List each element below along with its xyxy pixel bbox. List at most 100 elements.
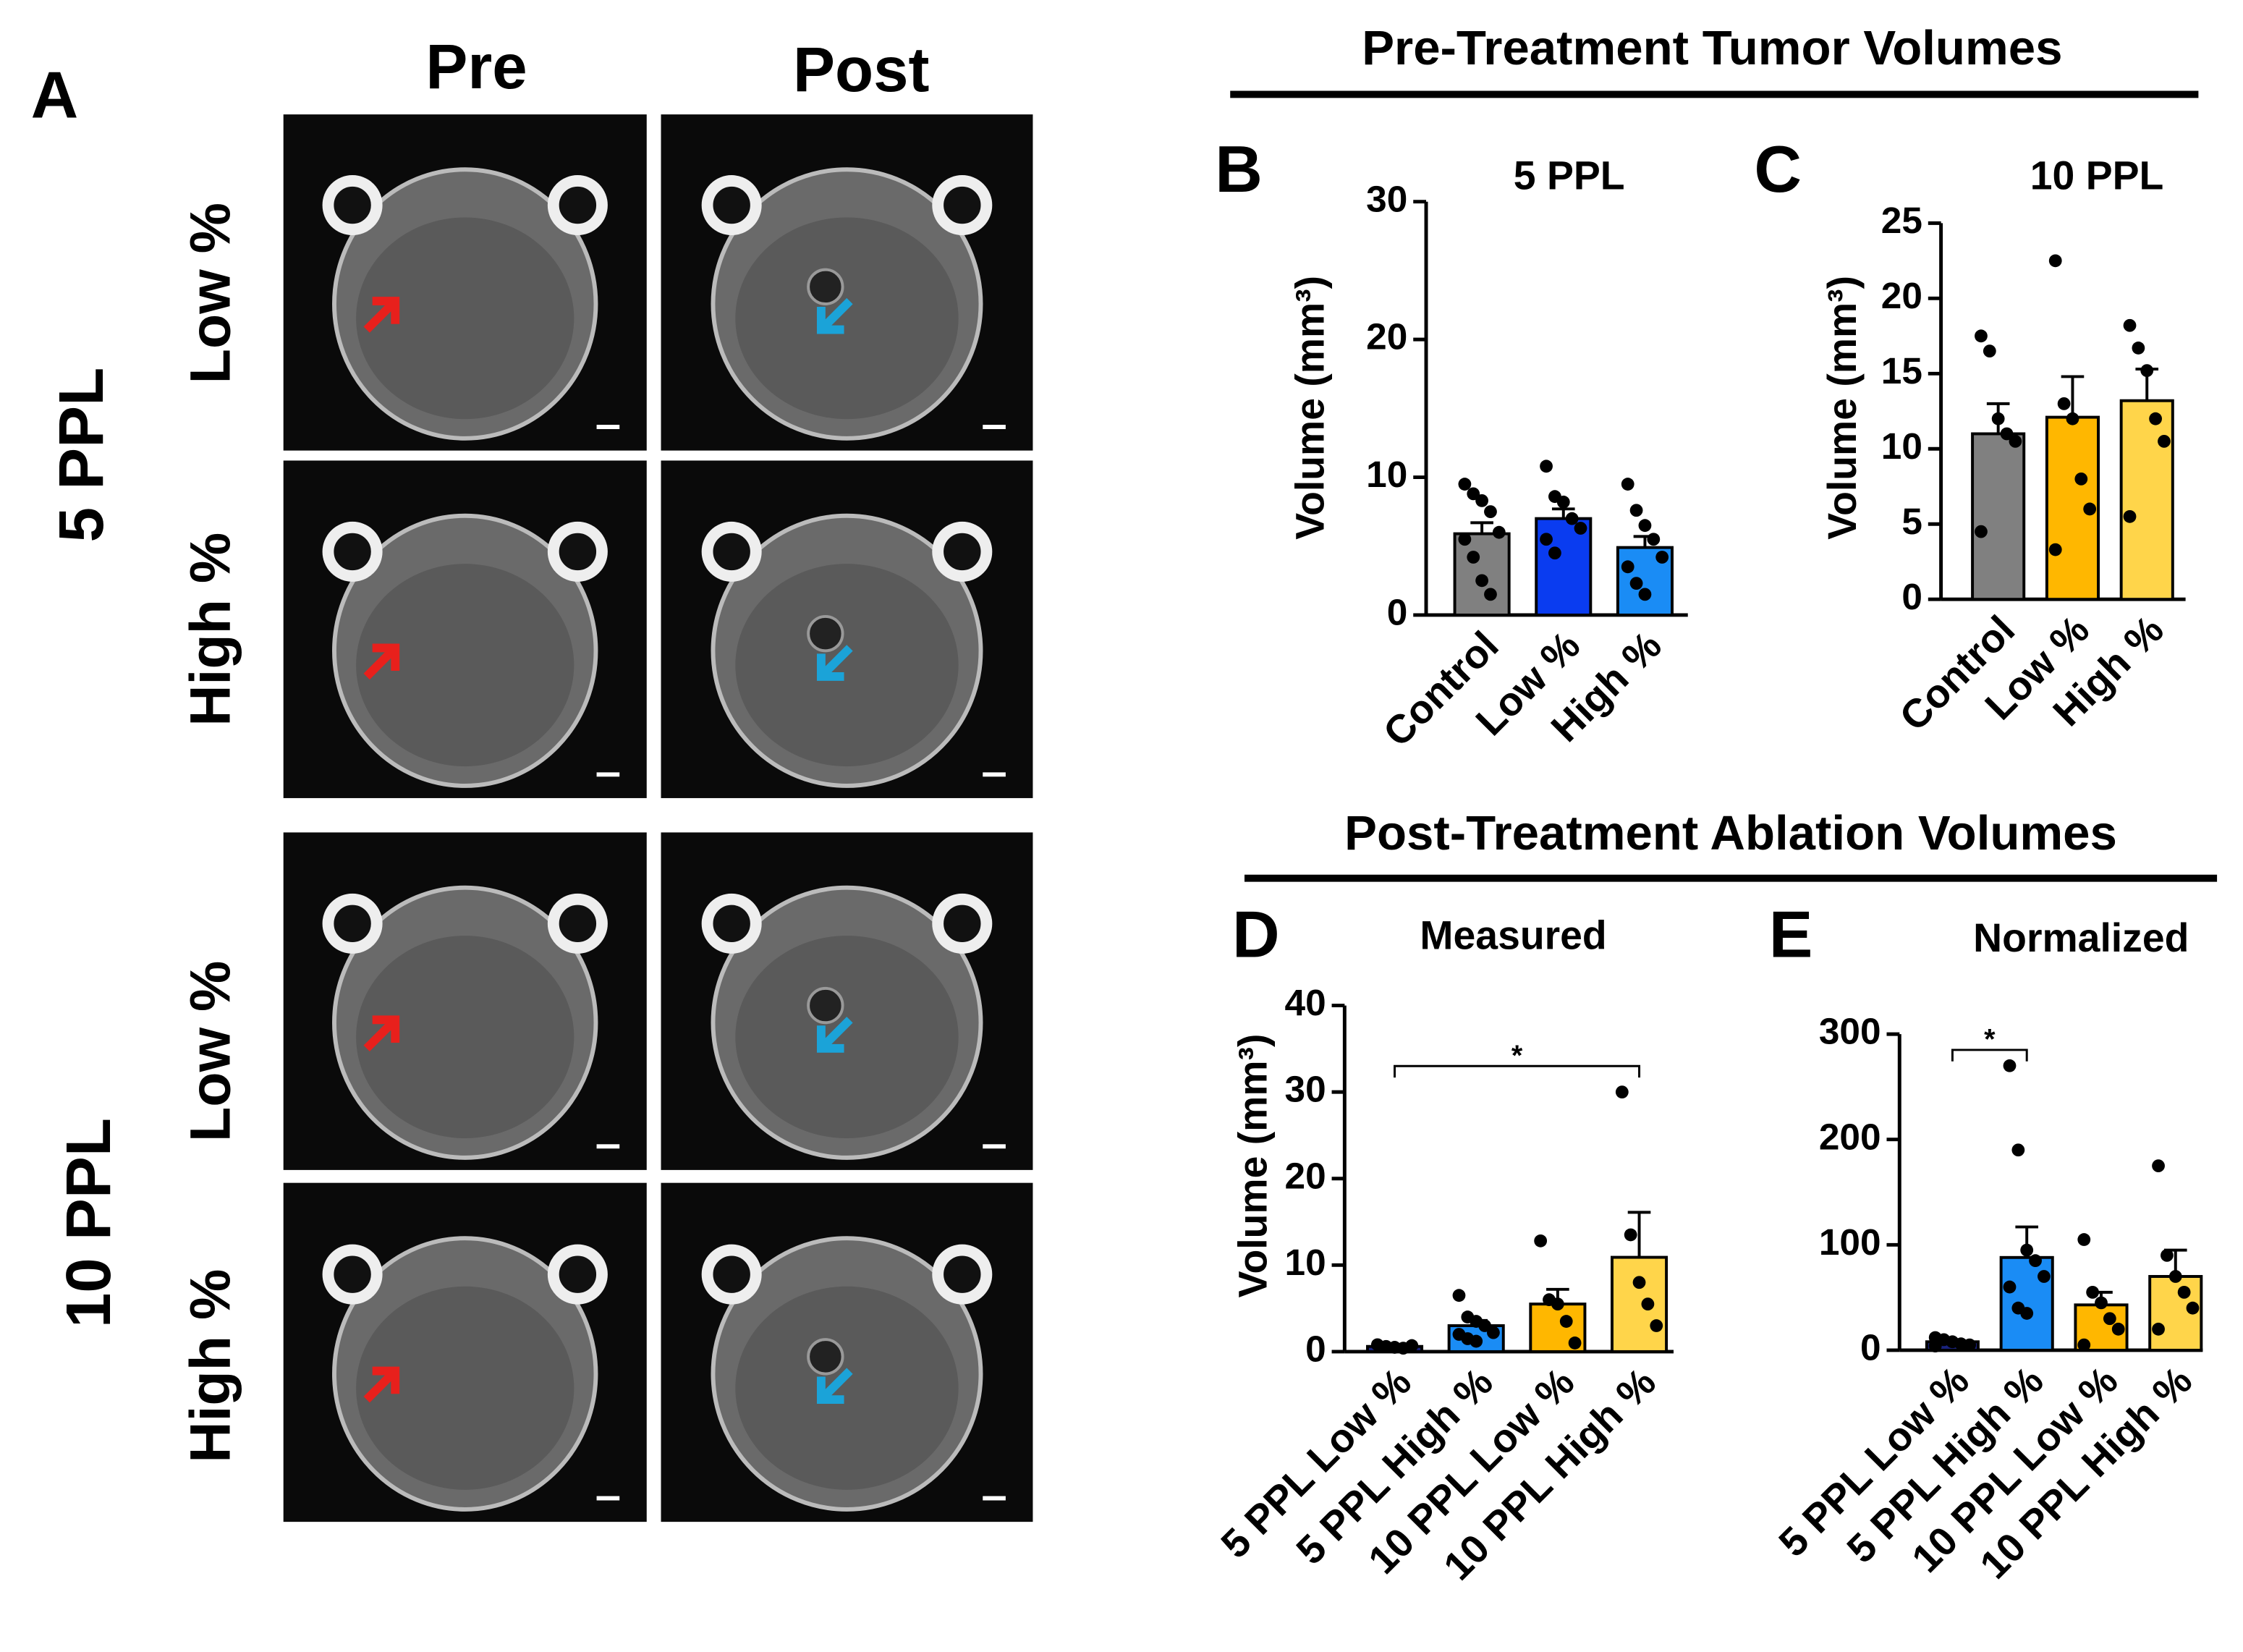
eye [547,521,608,582]
data-point [2186,1301,2200,1315]
eye [547,893,608,954]
data-point [1475,494,1489,507]
data-point [2132,342,2145,355]
data-point [1621,478,1634,491]
mri-image [661,460,1033,798]
data-point [2048,254,2062,268]
bar [2119,399,2174,601]
data-point [2020,1243,2034,1257]
chart-title: 10 PPL [2030,153,2164,198]
eye [701,893,762,954]
scale-bar [983,425,1006,429]
lesion [807,614,844,653]
brain-inner [356,217,574,420]
data-point [1568,1337,1582,1350]
brain-inner [356,936,574,1138]
data-point [1559,1315,1573,1328]
data-point [1475,574,1489,588]
data-point [1963,1338,1977,1352]
y-tick-label: 25 [1881,199,1922,241]
error-bar [1470,521,1493,534]
lesion [807,986,844,1025]
data-point [1470,1334,1483,1348]
data-point [1928,1339,1942,1353]
data-point [1975,329,1988,343]
data-point [2000,427,2014,441]
data-point [2111,1322,2125,1336]
data-point [1484,588,1497,601]
arrow [816,297,853,334]
column-label: Post [793,35,929,105]
column-label: Pre [425,32,527,102]
data-point [2020,1307,2034,1320]
y-tick-label: 0 [1305,1327,1326,1369]
data-point [2177,1285,2191,1299]
data-point [2168,1270,2182,1283]
data-point [2048,543,2062,556]
y-tick-label: 100 [1819,1221,1881,1263]
y-tick-label: 300 [1819,1010,1881,1052]
significance-bracket [1951,1049,2028,1062]
brain-inner [356,564,574,767]
data-point [2029,1254,2042,1268]
eye [932,521,993,582]
data-point [2152,1322,2165,1336]
bar [1611,1255,1669,1353]
data-point [2074,472,2088,486]
panel-letter: B [1215,133,1263,206]
scale-bar [983,1496,1006,1501]
arrow [363,297,400,333]
data-point [1487,1326,1500,1339]
data-point [2057,397,2071,410]
brain-inner [356,1286,574,1490]
panel-label: A [31,59,79,132]
brain-inner [735,936,959,1138]
data-point [1629,504,1643,517]
data-point [1551,1297,1564,1311]
arrow [816,645,853,681]
panel-letter: C [1754,133,1802,206]
panel-letter: D [1232,899,1280,972]
data-point [1540,533,1553,546]
data-point [2066,412,2079,425]
data-point [1641,1297,1655,1311]
data-point [1452,1289,1466,1302]
data-point [1574,522,1587,535]
mri-image [283,832,647,1170]
y-tick-label: 0 [1901,575,1922,617]
data-point [1629,577,1643,590]
group-label: 10 PPL [54,1118,124,1328]
eye [322,893,383,954]
data-point [1624,1228,1637,1242]
brain-inner [735,217,959,420]
data-point [1458,478,1472,491]
eye [701,521,762,582]
lesion [807,1338,844,1376]
data-point [2161,1248,2174,1262]
data-point [1975,525,1988,538]
eye [547,175,608,236]
data-point [2009,434,2022,448]
data-point [1565,512,1579,525]
eye [547,1244,608,1305]
y-tick-label: 0 [1860,1326,1881,1368]
significance-label: * [1984,1024,1996,1056]
data-point [2077,1338,2091,1352]
y-tick-label: 15 [1881,350,1922,391]
y-tick-label: 10 [1366,453,1407,495]
data-point [1492,525,1506,539]
chart-title: 5 PPL [1514,153,1625,198]
data-point [2086,1285,2100,1299]
mri-image [283,1182,647,1522]
scale-bar [596,425,620,429]
scale-bar [596,1144,620,1149]
mri-image [661,1182,1033,1522]
data-point [1638,519,1652,533]
arrow [363,643,400,680]
arrow [363,1366,400,1403]
mri-image [283,460,647,798]
bar [1971,432,2026,601]
eye [932,175,993,236]
